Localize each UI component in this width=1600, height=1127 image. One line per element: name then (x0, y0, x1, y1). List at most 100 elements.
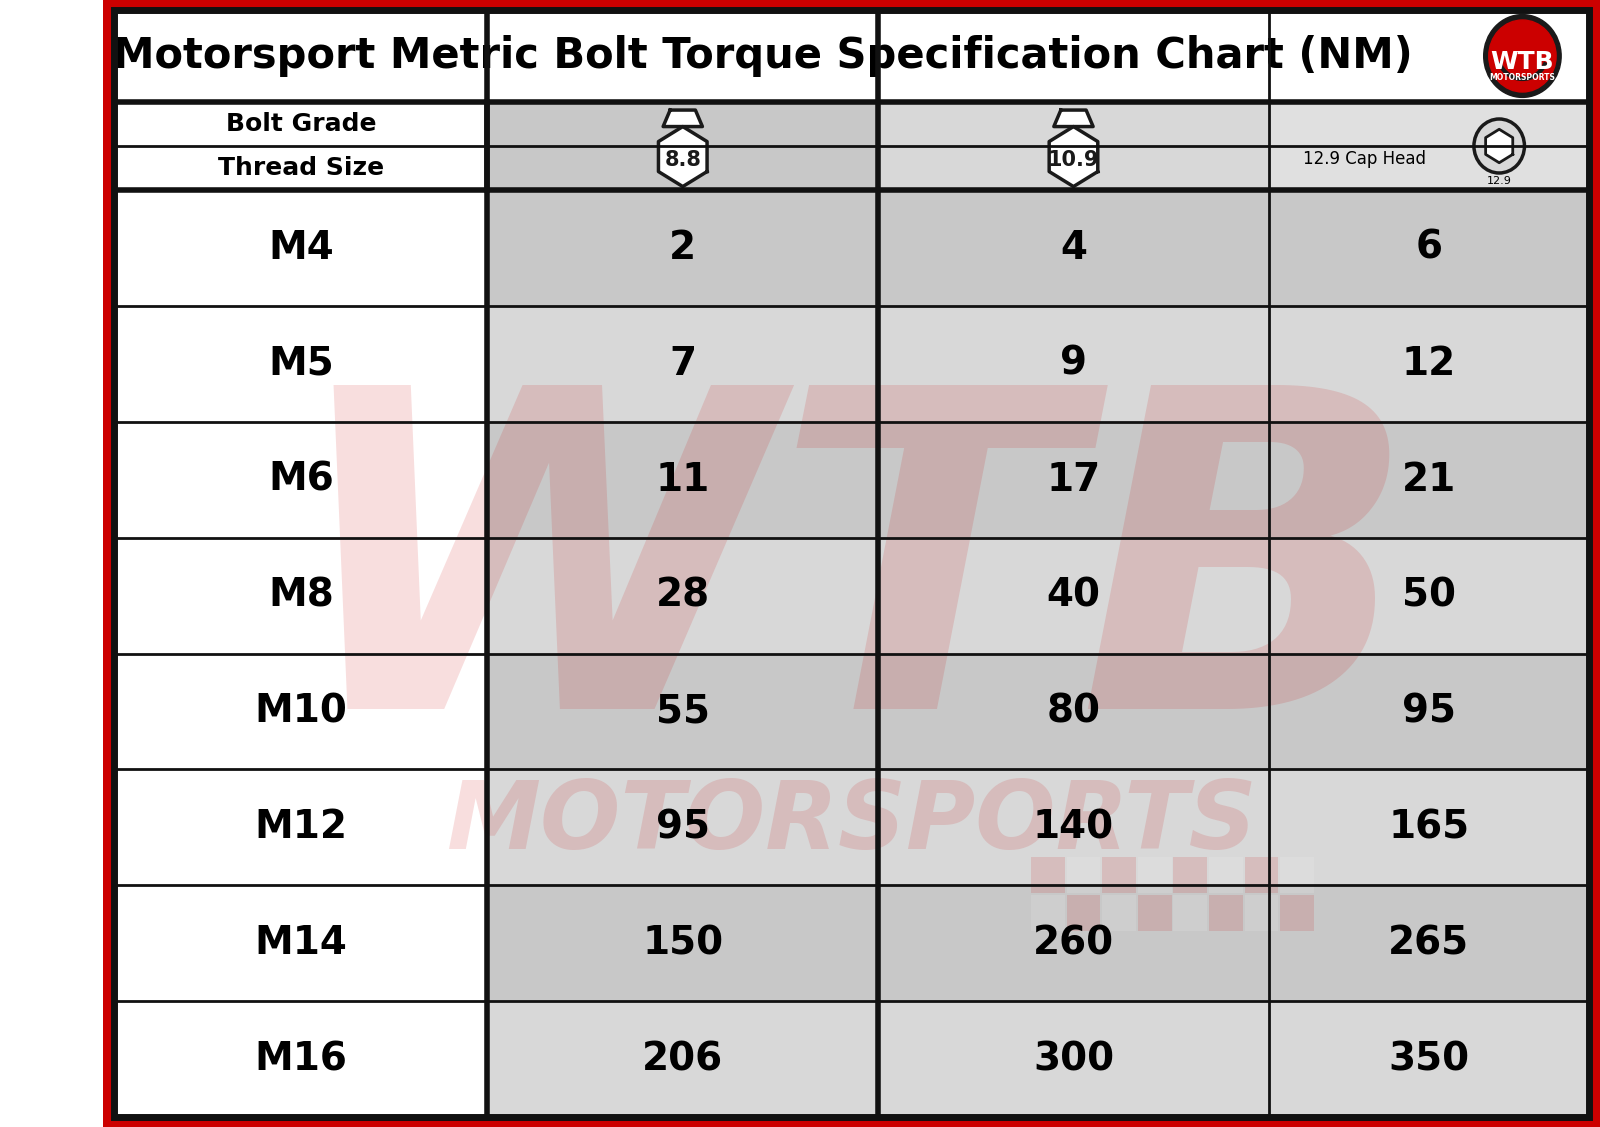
Text: 21: 21 (1402, 461, 1456, 498)
Bar (1269, 538, 1589, 654)
Bar (878, 885, 1269, 1001)
Bar (488, 770, 878, 885)
Text: 12.9: 12.9 (1486, 176, 1512, 186)
Text: M8: M8 (269, 577, 334, 614)
Text: M6: M6 (269, 461, 334, 498)
Bar (878, 305, 1269, 421)
Text: 6: 6 (1416, 229, 1442, 267)
Bar (878, 1001, 1269, 1117)
Text: MOTORSPORTS: MOTORSPORTS (1490, 73, 1555, 82)
Bar (488, 305, 878, 421)
Bar (1032, 895, 1066, 931)
Bar (878, 190, 1269, 305)
Bar (1173, 895, 1206, 931)
Bar (1269, 103, 1589, 190)
Bar (114, 190, 488, 305)
Text: 8.8: 8.8 (664, 150, 701, 169)
Bar (488, 1001, 878, 1117)
Bar (488, 421, 878, 538)
Bar (488, 538, 878, 654)
Bar (878, 770, 1269, 885)
Bar (1269, 770, 1589, 885)
Bar (1245, 895, 1278, 931)
Bar (114, 305, 488, 421)
Bar (114, 1001, 488, 1117)
Bar (1102, 857, 1136, 893)
Text: 2: 2 (669, 229, 696, 267)
Bar (878, 421, 1269, 538)
Bar (114, 654, 488, 770)
Text: M4: M4 (269, 229, 334, 267)
Text: 150: 150 (642, 924, 723, 962)
Text: WTB: WTB (1491, 50, 1554, 74)
Bar (1067, 857, 1101, 893)
Text: 7: 7 (669, 345, 696, 383)
Bar (1280, 857, 1314, 893)
Text: 55: 55 (656, 692, 710, 730)
Bar (1138, 895, 1171, 931)
Text: M16: M16 (254, 1040, 347, 1079)
Bar (488, 190, 878, 305)
Bar (488, 103, 878, 190)
Bar (1138, 857, 1171, 893)
Text: 28: 28 (656, 577, 710, 614)
Text: 12.9 Cap Head: 12.9 Cap Head (1304, 150, 1426, 168)
Text: 4: 4 (1059, 229, 1086, 267)
Text: 95: 95 (1402, 692, 1456, 730)
Text: 50: 50 (1402, 577, 1456, 614)
Bar (114, 770, 488, 885)
Text: 165: 165 (1389, 808, 1469, 846)
Bar (1245, 857, 1278, 893)
Text: 80: 80 (1046, 692, 1101, 730)
Bar (114, 103, 488, 190)
Bar (1269, 654, 1589, 770)
Bar (1269, 1001, 1589, 1117)
Text: Thread Size: Thread Size (218, 156, 384, 180)
Polygon shape (1054, 110, 1093, 126)
Bar (1032, 857, 1066, 893)
Bar (114, 885, 488, 1001)
Bar (114, 538, 488, 654)
Text: 40: 40 (1046, 577, 1101, 614)
Text: WTB: WTB (285, 371, 1418, 801)
Bar (1280, 895, 1314, 931)
Bar (1102, 895, 1136, 931)
Text: 9: 9 (1059, 345, 1086, 383)
Text: M12: M12 (254, 808, 347, 846)
Text: 350: 350 (1389, 1040, 1469, 1079)
Text: 140: 140 (1034, 808, 1114, 846)
Bar (1067, 895, 1101, 931)
Bar (488, 885, 878, 1001)
Text: MOTORSPORTS: MOTORSPORTS (446, 777, 1258, 869)
Bar (878, 538, 1269, 654)
Bar (1269, 305, 1589, 421)
Text: M5: M5 (269, 345, 334, 383)
Bar (1269, 421, 1589, 538)
Circle shape (1483, 15, 1562, 97)
Bar (114, 10, 1589, 103)
Text: Motorsport Metric Bolt Torque Specification Chart (NM): Motorsport Metric Bolt Torque Specificat… (114, 35, 1413, 77)
Text: 12: 12 (1402, 345, 1456, 383)
Text: 265: 265 (1389, 924, 1469, 962)
Bar (1210, 857, 1243, 893)
Text: Bolt Grade: Bolt Grade (226, 112, 376, 136)
Text: 10.9: 10.9 (1048, 150, 1099, 169)
Text: 206: 206 (642, 1040, 723, 1079)
Polygon shape (659, 126, 707, 187)
Polygon shape (1050, 126, 1098, 187)
Bar (1210, 895, 1243, 931)
Text: M10: M10 (254, 692, 347, 730)
Text: M14: M14 (254, 924, 347, 962)
Bar (878, 654, 1269, 770)
Bar (1173, 857, 1206, 893)
Bar (878, 103, 1269, 190)
Polygon shape (662, 110, 702, 126)
Text: 11: 11 (656, 461, 710, 498)
Text: 260: 260 (1034, 924, 1114, 962)
Bar (114, 421, 488, 538)
Bar (1269, 190, 1589, 305)
Circle shape (1474, 119, 1525, 174)
Text: 17: 17 (1046, 461, 1101, 498)
Circle shape (1488, 20, 1557, 92)
Text: 300: 300 (1034, 1040, 1114, 1079)
